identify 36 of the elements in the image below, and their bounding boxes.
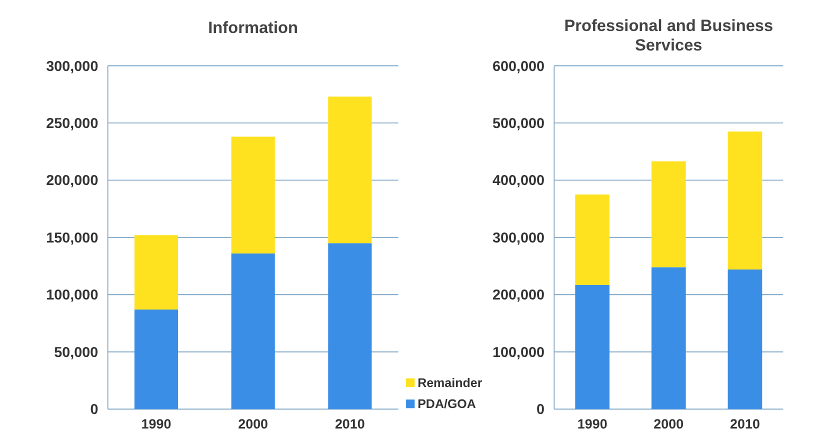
- bar: [328, 243, 372, 410]
- y-tick-label: 100,000: [492, 344, 545, 361]
- bar: [728, 132, 762, 270]
- x-tick-label: 1990: [577, 416, 608, 432]
- bar: [651, 161, 686, 268]
- y-tick-label: 300,000: [492, 230, 545, 246]
- y-tick-label: 200,000: [492, 288, 545, 304]
- chart-title: Information: [208, 19, 298, 38]
- bar: [328, 96, 372, 244]
- y-tick-label: 250,000: [46, 116, 98, 132]
- y-tick-label: 400,000: [492, 173, 545, 190]
- bar: [651, 267, 686, 410]
- y-tick-label: 600,000: [492, 58, 545, 75]
- bar: [575, 284, 610, 410]
- y-tick-label: 200,000: [46, 173, 98, 190]
- x-tick-label: 2010: [334, 416, 365, 432]
- bar: [728, 269, 762, 410]
- x-tick-label: 2000: [238, 416, 268, 432]
- chart-title: Professional and Business Services: [564, 17, 774, 54]
- y-tick-label: 150,000: [46, 230, 98, 246]
- y-tick-label: 300,000: [46, 58, 98, 75]
- x-tick-label: 2010: [730, 416, 760, 432]
- y-tick-label: 500,000: [492, 116, 545, 132]
- legend-label: PDA/GOA: [418, 397, 476, 412]
- y-tick-label: 100,000: [46, 288, 98, 304]
- x-tick-label: 2000: [654, 416, 684, 432]
- bar: [231, 253, 275, 410]
- bar: [231, 136, 275, 254]
- y-tick-label: 0: [90, 402, 98, 418]
- y-tick-label: 50,000: [54, 344, 98, 361]
- y-tick-label: 0: [536, 402, 545, 418]
- x-tick-label: 1990: [141, 416, 172, 432]
- bar: [575, 194, 610, 285]
- bar: [134, 235, 178, 310]
- legend-label: Remainder: [418, 376, 482, 390]
- bar: [134, 310, 178, 410]
